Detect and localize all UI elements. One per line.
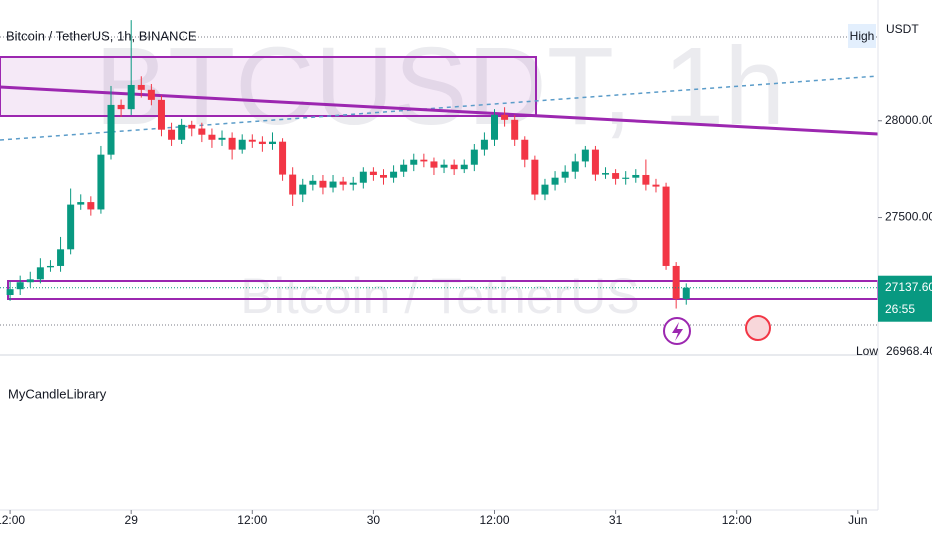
candle-body bbox=[652, 184, 660, 187]
x-tick-label: 12:00 bbox=[0, 513, 25, 527]
candle-body bbox=[178, 124, 186, 140]
candle-body bbox=[480, 139, 488, 150]
candle-body bbox=[87, 202, 95, 210]
candle-body bbox=[470, 149, 478, 165]
candle-body bbox=[208, 134, 216, 140]
candle-body bbox=[450, 164, 458, 170]
candle-body bbox=[410, 159, 418, 165]
candle-body bbox=[571, 161, 579, 172]
last-price-bg bbox=[878, 275, 932, 322]
high-label-bg bbox=[848, 24, 876, 48]
candle-body bbox=[430, 161, 438, 168]
candle-body bbox=[521, 139, 529, 160]
candle-body bbox=[268, 141, 276, 145]
y-tick-label: 27500.00 bbox=[885, 210, 932, 224]
candle-body bbox=[26, 279, 34, 283]
candle-body bbox=[339, 181, 347, 185]
candle-body bbox=[682, 287, 690, 299]
candle-body bbox=[612, 173, 620, 179]
candle-body bbox=[279, 141, 287, 175]
candle-body bbox=[581, 149, 589, 162]
candle-body bbox=[602, 173, 610, 175]
zone-box bbox=[0, 56, 537, 117]
y-tick-label: 28000.00 bbox=[885, 113, 932, 127]
low-label: Low bbox=[856, 344, 878, 358]
candle-body bbox=[420, 159, 428, 162]
candle-body bbox=[390, 171, 398, 178]
candle-body bbox=[188, 124, 196, 129]
x-tick-label: Jun bbox=[848, 513, 867, 527]
trend-line-dashed bbox=[0, 75, 879, 141]
candle-body bbox=[622, 177, 630, 179]
candle-body bbox=[309, 180, 317, 185]
x-tick-label: 31 bbox=[609, 513, 623, 527]
candle-body bbox=[198, 128, 206, 135]
candle-body bbox=[379, 174, 387, 178]
watermark-name: Bitcoin / TetherUS bbox=[240, 268, 639, 324]
countdown: 26:55 bbox=[885, 302, 915, 316]
candle-body bbox=[67, 204, 75, 250]
candle-body bbox=[16, 282, 24, 290]
candle-body bbox=[440, 164, 448, 168]
candle-body bbox=[168, 129, 176, 140]
candle-body bbox=[289, 174, 297, 195]
candle-body bbox=[218, 137, 226, 140]
x-tick-label: 29 bbox=[125, 513, 139, 527]
x-tick-label: 12:00 bbox=[479, 513, 509, 527]
candle-body bbox=[57, 249, 65, 266]
candle-body bbox=[147, 89, 155, 100]
candle-body bbox=[319, 180, 327, 188]
candle-body bbox=[329, 181, 337, 188]
candle-body bbox=[400, 164, 408, 172]
candle-body bbox=[77, 202, 85, 205]
candle-body bbox=[491, 114, 499, 140]
candle-body bbox=[228, 137, 236, 150]
candle-body bbox=[157, 99, 165, 130]
candle-body bbox=[591, 149, 599, 175]
x-tick-label: 12:00 bbox=[237, 513, 267, 527]
x-tick-label: 30 bbox=[367, 513, 381, 527]
candle-body bbox=[632, 174, 640, 178]
trend-line bbox=[0, 85, 879, 136]
candle-body bbox=[369, 171, 377, 175]
candle-body bbox=[662, 186, 670, 266]
symbol-title: Bitcoin / TetherUS, 1h, BINANCE bbox=[6, 28, 197, 43]
candle-body bbox=[551, 177, 559, 185]
candle-body bbox=[238, 139, 246, 150]
low-price: 26968.40 bbox=[886, 344, 932, 358]
indicator-name: MyCandleLibrary bbox=[8, 386, 107, 401]
candle-body bbox=[248, 139, 256, 142]
candle-body bbox=[349, 182, 357, 185]
candle-body bbox=[97, 154, 105, 210]
candle-body bbox=[258, 141, 266, 145]
candle-body bbox=[299, 184, 307, 195]
candle-body bbox=[36, 267, 44, 280]
candle-body bbox=[561, 171, 569, 178]
high-label: High bbox=[850, 29, 875, 43]
flag-icon[interactable] bbox=[745, 315, 771, 341]
candle-body bbox=[531, 159, 539, 195]
candle-body bbox=[359, 171, 367, 183]
candle-body bbox=[137, 84, 145, 90]
currency: USDT bbox=[886, 22, 919, 36]
candle-body bbox=[642, 174, 650, 185]
candle-body bbox=[511, 119, 519, 140]
x-tick-label: 12:00 bbox=[722, 513, 752, 527]
candle-body bbox=[46, 265, 54, 268]
candle-body bbox=[541, 184, 549, 195]
candle-body bbox=[460, 164, 468, 170]
candle-body bbox=[117, 104, 125, 110]
last-price-label: 27137.60 bbox=[885, 280, 932, 294]
lightning bbox=[672, 322, 683, 341]
watermark-symbol: BTCUSDT, 1h bbox=[95, 25, 786, 148]
candle-body bbox=[127, 84, 135, 110]
candle-body bbox=[6, 289, 14, 295]
candle-body bbox=[672, 265, 680, 299]
candle-body bbox=[501, 114, 509, 120]
candle-body bbox=[107, 104, 115, 155]
